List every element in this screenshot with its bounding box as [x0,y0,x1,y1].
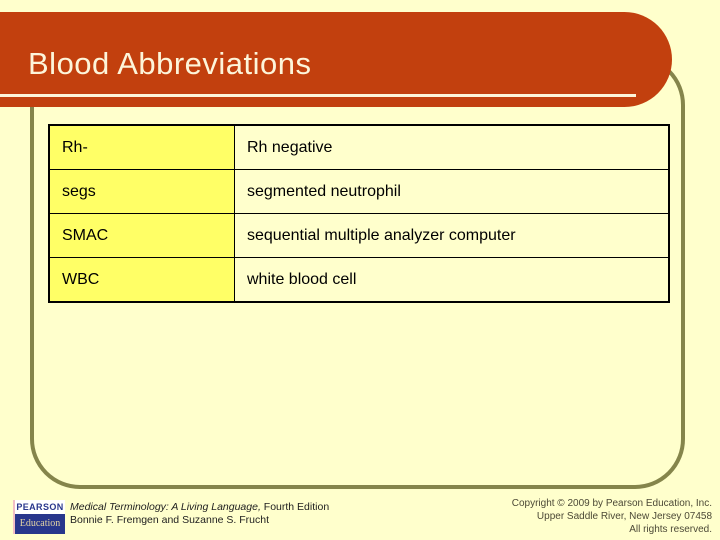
title-underline [0,94,636,97]
copyright-line: Upper Saddle River, New Jersey 07458 [536,511,712,522]
abbr-cell: Rh- [48,124,235,170]
meaning-cell: segmented neutrophil [234,169,670,214]
pearson-education-logo: PEARSON Education [13,500,65,534]
table-row: WBC white blood cell [48,257,670,303]
abbr-cell: SMAC [48,213,235,258]
book-authors: Bonnie F. Fremgen and Suzanne S. Frucht [70,514,270,526]
copyright-notice: Copyright © 2009 by Pearson Education, I… [512,497,712,536]
pearson-logo-education-label: Education [15,514,65,534]
book-credit: Medical Terminology: A Living Language, … [70,501,329,527]
table-row: SMAC sequential multiple analyzer comput… [48,213,670,258]
abbr-cell: segs [48,169,235,214]
slide-title-bar: Blood Abbreviations [0,12,672,107]
meaning-cell: white blood cell [234,257,670,303]
meaning-cell: sequential multiple analyzer computer [234,213,670,258]
table-row: Rh- Rh negative [48,124,670,170]
book-title-line: Medical Terminology: A Living Language, … [70,501,329,514]
copyright-line: All rights reserved. [629,524,712,535]
meaning-cell: Rh negative [234,124,670,170]
book-edition: Fourth Edition [260,501,330,513]
slide-title: Blood Abbreviations [28,46,312,81]
copyright-line: Copyright © 2009 by Pearson Education, I… [511,498,712,509]
table-row: segs segmented neutrophil [48,169,670,214]
book-title: Medical Terminology: A Living Language, [70,501,261,513]
pearson-logo-wordmark: PEARSON [15,500,65,514]
abbreviation-table: Rh- Rh negative segs segmented neutrophi… [48,124,670,303]
abbr-cell: WBC [48,257,235,303]
